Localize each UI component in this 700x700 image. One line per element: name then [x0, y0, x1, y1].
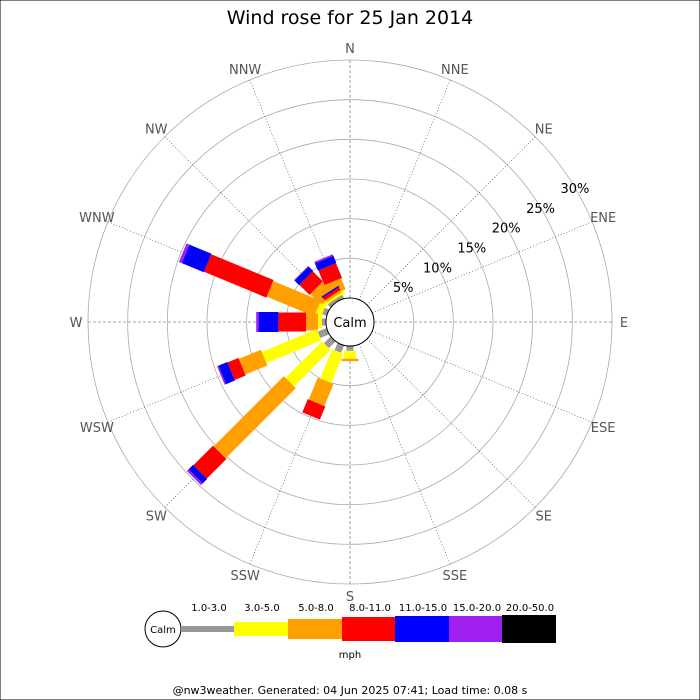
tick-label-15: 15% [457, 242, 486, 257]
grid-ring-25 [127, 99, 573, 545]
bar-nw-bin-5 [293, 265, 309, 281]
bar-wsw-bin-2 [238, 349, 268, 375]
direction-label-wnw: WNW [79, 211, 115, 226]
bar-sw-bin-1 [285, 341, 331, 387]
bar-nw-bin-3 [322, 287, 341, 301]
tick-label-20: 20% [492, 222, 521, 237]
bar-nw-bin-0 [327, 299, 336, 308]
bar-nw-bin-2 [325, 290, 342, 302]
calm-circle [325, 297, 375, 347]
direction-label-w: W [70, 316, 83, 331]
legend-bin-label-3: 8.0-11.0 [349, 603, 391, 614]
bar-ssw-bin-3 [302, 399, 326, 420]
bar-nnw-bin-0 [336, 294, 345, 302]
radial-tick-labels: 5% 10% 15% 20% 25% 30% [393, 182, 590, 296]
spoke-sse [358, 344, 451, 565]
legend-swatch-4 [395, 616, 449, 642]
direction-label-ene: ENE [590, 211, 616, 226]
bar-nw-bin-4 [294, 266, 314, 286]
wind-bars [178, 243, 359, 486]
tick-label-5: 5% [393, 281, 414, 296]
calm-label: Calm [333, 316, 366, 331]
spoke-ne [366, 136, 536, 306]
legend-bin-label-5: 15.0-20.0 [453, 603, 501, 614]
legend-bin-label-1: 3.0-5.0 [244, 603, 279, 614]
chart-title: Wind rose for 25 Jan 2014 [227, 7, 474, 29]
direction-label-sse: SSE [442, 569, 467, 584]
direction-label-s: S [346, 590, 354, 605]
direction-labels: N NNE NE ENE E ESE SE SSE S SSW SW WSW W WNW NW NNW [70, 42, 629, 605]
bar-sw-bin-3 [193, 445, 227, 479]
grid-ring-15 [206, 178, 494, 466]
tick-label-30: 30% [560, 182, 589, 197]
direction-label-nne: NNE [441, 63, 469, 78]
direction-label-n: N [345, 42, 355, 57]
bar-nnw-bin-5 [314, 254, 334, 264]
bar-ssw-bin-2 [308, 377, 334, 407]
legend-swatch-3 [342, 617, 395, 641]
tick-label-10: 10% [423, 261, 452, 276]
legend-bin-label-4: 11.0-15.0 [399, 603, 447, 614]
legend-bin-label-2: 5.0-8.0 [298, 603, 333, 614]
bar-nnw-bin-4 [314, 255, 337, 271]
spoke-ese [372, 330, 593, 423]
bar-wsw-bin-1 [261, 329, 322, 364]
bar-nnw-bin-3 [318, 263, 343, 286]
bar-wnw-bin-1 [315, 303, 326, 317]
legend-bin-label-6: 20.0-50.0 [506, 603, 554, 614]
legend-swatch-6 [502, 615, 556, 643]
direction-label-ne: NE [535, 122, 553, 137]
bar-sw-bin-5 [186, 469, 203, 486]
direction-label-ese: ESE [591, 421, 616, 436]
legend-swatch-2 [288, 619, 342, 639]
legend-calm-label: Calm [150, 625, 176, 636]
direction-label-sw: SW [146, 510, 167, 525]
legend-swatch-0 [181, 626, 234, 632]
direction-label-wsw: WSW [80, 421, 114, 436]
bar-sw-bin-0 [323, 336, 336, 349]
bar-nw-bin-0 [332, 297, 340, 304]
bar-wsw-bin-3 [227, 357, 246, 381]
bar-nw-bin-4 [321, 285, 340, 299]
spoke-nne [358, 79, 451, 300]
footer-text: @nw3weather. Generated: 04 Jun 2025 07:4… [173, 684, 528, 697]
bar-ssw-bin-1 [320, 349, 344, 384]
direction-label-nnw: NNW [229, 63, 261, 78]
bar-sw-bin-4 [188, 464, 208, 484]
bar-sw-bin-2 [213, 376, 296, 459]
legend-bin-label-0: 1.0-3.0 [191, 603, 226, 614]
direction-label-ssw: SSW [230, 569, 260, 584]
bar-wnw-bin-2 [266, 280, 321, 317]
bar-ssw-bin-0 [334, 342, 345, 353]
bar-nw-bin-3 [299, 271, 323, 295]
direction-label-nw: NW [145, 122, 168, 137]
spoke-se [366, 338, 536, 508]
speed-legend: Calm 1.0-3.0 3.0-5.0 5.0-8.0 8.0-11.0 11.0-15… [144, 603, 556, 661]
bar-wsw-bin-0 [317, 327, 330, 339]
bar-wnw-bin-3 [203, 254, 274, 298]
direction-label-e: E [620, 316, 628, 331]
direction-label-se: SE [536, 510, 552, 525]
bar-wsw-bin-4 [218, 362, 235, 385]
spoke-ene [372, 221, 593, 314]
legend-swatch-1 [234, 622, 288, 636]
bar-wnw-bin-5 [178, 243, 190, 264]
legend-swatch-5 [449, 616, 502, 642]
bar-nw-bin-1 [328, 293, 341, 303]
tick-label-25: 25% [526, 202, 555, 217]
legend-unit: mph [339, 650, 361, 661]
grid-ring-10 [246, 218, 454, 426]
calm-center: Calm [325, 297, 375, 347]
grid-ring-20 [166, 138, 534, 506]
bar-wnw-bin-4 [181, 244, 212, 273]
bar-wsw-bin-5 [216, 365, 227, 385]
bar-wnw-bin-0 [322, 307, 330, 317]
